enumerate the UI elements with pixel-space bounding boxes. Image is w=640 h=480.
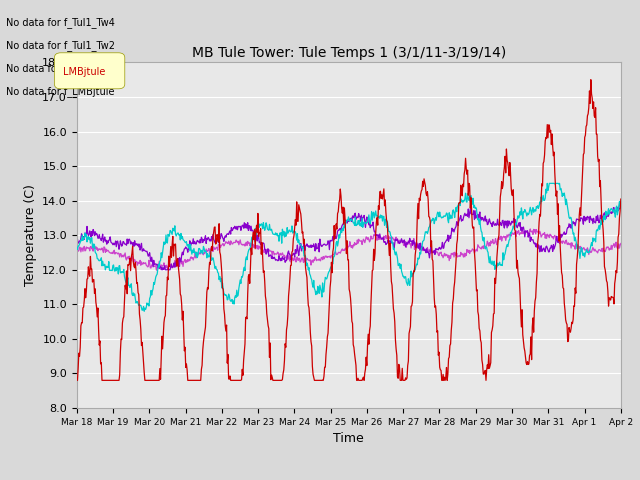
Text: No data for f_Tul1_Ts2: No data for f_Tul1_Ts2 xyxy=(6,63,113,74)
Text: LMBjtule: LMBjtule xyxy=(63,67,105,77)
X-axis label: Time: Time xyxy=(333,432,364,445)
Y-axis label: Temperature (C): Temperature (C) xyxy=(24,184,36,286)
Text: No data for f_LMBjtule: No data for f_LMBjtule xyxy=(6,86,115,97)
Title: MB Tule Tower: Tule Temps 1 (3/1/11-3/19/14): MB Tule Tower: Tule Temps 1 (3/1/11-3/19… xyxy=(191,46,506,60)
Text: No data for f_Tul1_Tw4: No data for f_Tul1_Tw4 xyxy=(6,17,115,28)
Text: No data for f_Tul1_Tw2: No data for f_Tul1_Tw2 xyxy=(6,40,115,51)
